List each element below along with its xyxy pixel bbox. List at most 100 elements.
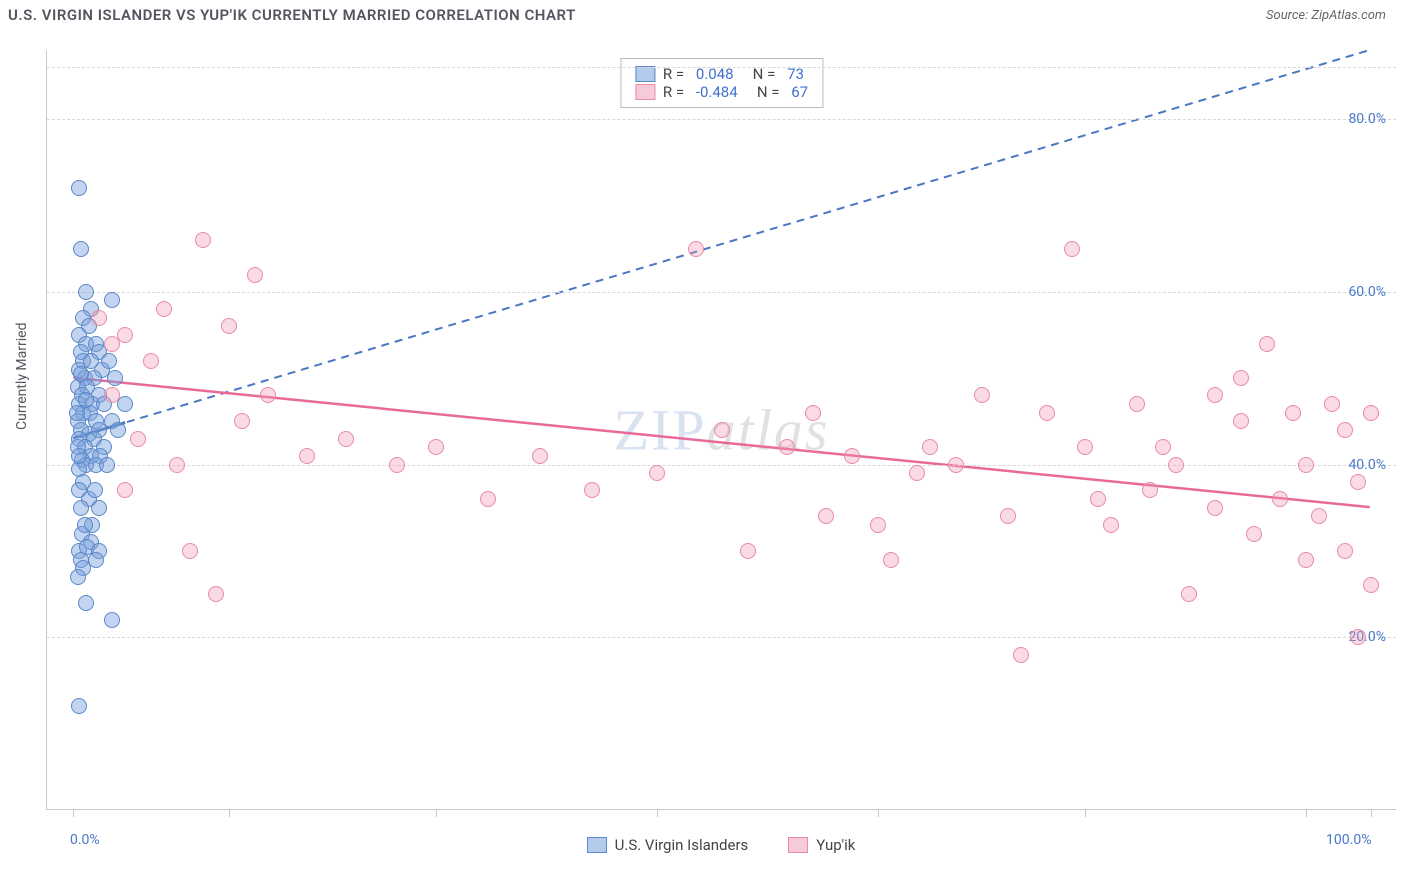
xtick-stub	[1085, 809, 1086, 817]
data-point-a	[73, 366, 89, 382]
data-point-b	[480, 491, 496, 507]
data-point-a	[104, 292, 120, 308]
data-point-b	[1311, 508, 1327, 524]
data-point-b	[870, 517, 886, 533]
data-point-a	[91, 500, 107, 516]
data-point-b	[1285, 405, 1301, 421]
data-point-a	[78, 595, 94, 611]
data-point-b	[1298, 457, 1314, 473]
data-point-b	[208, 586, 224, 602]
data-point-b	[338, 431, 354, 447]
data-point-b	[1246, 526, 1262, 542]
data-point-b	[1103, 517, 1119, 533]
data-point-b	[1350, 474, 1366, 490]
data-point-a	[77, 517, 93, 533]
data-point-b	[234, 413, 250, 429]
data-point-b	[1039, 405, 1055, 421]
data-point-b	[1168, 457, 1184, 473]
data-point-b	[1233, 370, 1249, 386]
y-axis-label: Currently Married	[14, 323, 30, 430]
data-point-b	[1337, 422, 1353, 438]
data-point-b	[909, 465, 925, 481]
data-point-b	[948, 457, 964, 473]
gridline-h	[47, 67, 1396, 68]
data-point-b	[247, 267, 263, 283]
data-point-b	[156, 301, 172, 317]
data-point-a	[101, 353, 117, 369]
data-point-b	[1000, 508, 1016, 524]
xtick-stub	[1306, 809, 1307, 817]
stats-legend: R = 0.048 N = 73 R = -0.484 N = 67	[620, 58, 823, 108]
data-point-b	[532, 448, 548, 464]
data-point-b	[1155, 439, 1171, 455]
data-point-a	[104, 612, 120, 628]
data-point-b	[1207, 387, 1223, 403]
data-point-b	[805, 405, 821, 421]
data-point-b	[1181, 586, 1197, 602]
data-point-b	[1363, 577, 1379, 593]
gridline-h	[47, 637, 1396, 638]
data-point-b	[1142, 482, 1158, 498]
data-point-a	[73, 500, 89, 516]
data-point-b	[117, 482, 133, 498]
data-point-b	[1272, 491, 1288, 507]
ytick-label: 40.0%	[1348, 457, 1386, 473]
data-point-b	[91, 310, 107, 326]
gridline-h	[47, 292, 1396, 293]
xtick-stub	[436, 809, 437, 817]
data-point-a	[71, 448, 87, 464]
xtick-stub	[73, 809, 74, 817]
ytick-label: 80.0%	[1348, 111, 1386, 127]
data-point-a	[71, 180, 87, 196]
xtick-label: 100.0%	[1326, 832, 1371, 848]
data-point-a	[110, 422, 126, 438]
data-point-b	[1337, 543, 1353, 559]
xtick-stub	[1371, 809, 1372, 817]
data-point-b	[714, 422, 730, 438]
data-point-a	[99, 457, 115, 473]
gridline-h	[47, 119, 1396, 120]
data-point-b	[1324, 396, 1340, 412]
legend-item-a: U.S. Virgin Islanders	[587, 836, 749, 854]
data-point-b	[428, 439, 444, 455]
xtick-stub	[229, 809, 230, 817]
data-point-b	[104, 387, 120, 403]
data-point-b	[1233, 413, 1249, 429]
data-point-b	[883, 552, 899, 568]
data-point-b	[260, 387, 276, 403]
data-point-a	[78, 284, 94, 300]
data-point-b	[740, 543, 756, 559]
data-point-b	[1350, 629, 1366, 645]
data-point-a	[70, 569, 86, 585]
stats-row-b: R = -0.484 N = 67	[635, 83, 808, 101]
legend-item-b: Yup'ik	[788, 836, 855, 854]
data-point-a	[73, 241, 89, 257]
xtick-stub	[657, 809, 658, 817]
data-point-b	[779, 439, 795, 455]
xtick-stub	[878, 809, 879, 817]
data-point-b	[922, 439, 938, 455]
scatter-chart: ZIPatlas R = 0.048 N = 73 R = -0.484 N =…	[46, 50, 1396, 810]
data-point-b	[1013, 647, 1029, 663]
swatch-b-icon	[788, 837, 808, 853]
data-point-a	[78, 392, 94, 408]
ytick-label: 60.0%	[1348, 284, 1386, 300]
data-point-a	[107, 370, 123, 386]
data-point-b	[1207, 500, 1223, 516]
data-point-a	[87, 482, 103, 498]
gridline-h	[47, 465, 1396, 466]
data-point-b	[1259, 336, 1275, 352]
bottom-legend: U.S. Virgin Islanders Yup'ik	[46, 836, 1396, 854]
data-point-b	[143, 353, 159, 369]
data-point-b	[974, 387, 990, 403]
swatch-a-icon	[635, 66, 655, 82]
data-point-b	[1064, 241, 1080, 257]
data-point-b	[1298, 552, 1314, 568]
data-point-b	[299, 448, 315, 464]
data-point-a	[71, 698, 87, 714]
data-point-b	[1129, 396, 1145, 412]
chart-title: U.S. VIRGIN ISLANDER VS YUP'IK CURRENTLY…	[8, 6, 576, 24]
data-point-b	[1090, 491, 1106, 507]
data-point-b	[389, 457, 405, 473]
data-point-b	[1363, 405, 1379, 421]
